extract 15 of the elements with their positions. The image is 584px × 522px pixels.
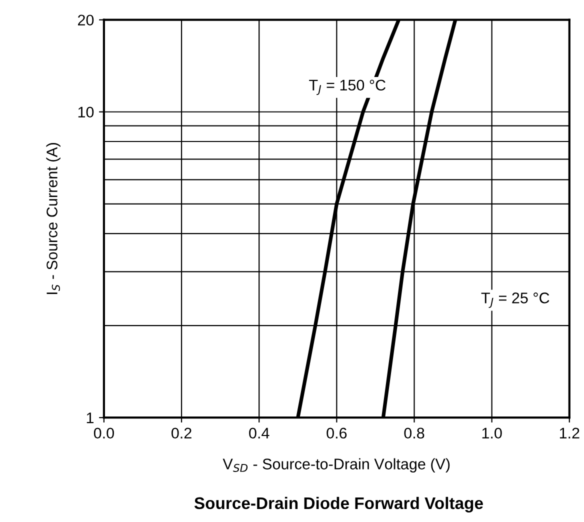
x-tick-label: 0.6 [326,428,347,439]
x-tick-label: 0.8 [404,428,424,439]
x-tick-label: 1.0 [482,428,502,439]
x-tick-label: 0.0 [94,428,114,439]
y-tick-label: 10 [78,106,94,118]
annotation: T$_{J}$ = 150 °C [309,80,386,96]
x-axis-title: V$_{SD}$ - Source-to-Drain Voltage (V) [222,458,450,472]
annotation: T$_{J}$ = 25 °C [481,292,550,308]
y-axis-title: I$_{S}$ - Source Current (A) [46,142,60,294]
x-tick-label: 0.2 [172,428,192,439]
y-tick-label: 20 [78,14,94,26]
x-tick-label: 0.4 [249,428,270,439]
x-tick-label: 1.2 [560,428,580,438]
y-tick-label: 1 [86,412,94,424]
text: Source-Drain Diode Forward Voltage [194,496,483,512]
